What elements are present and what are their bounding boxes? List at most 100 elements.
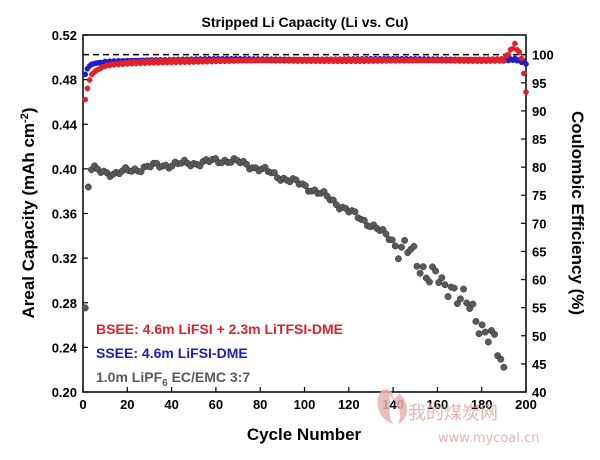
series-0-point-199 bbox=[523, 89, 529, 95]
series-2-point-102 bbox=[398, 243, 405, 251]
series-0-point-194 bbox=[512, 40, 518, 47]
series-2-point-113 bbox=[432, 267, 440, 275]
y-right-tick-label-9: 85 bbox=[532, 132, 546, 147]
x-axis-title: Cycle Number bbox=[247, 425, 362, 444]
series-2-point-111 bbox=[425, 278, 433, 286]
series-2-point-119 bbox=[450, 284, 458, 292]
series-2-point-90 bbox=[360, 216, 368, 224]
x-tick-label-3: 60 bbox=[209, 397, 223, 412]
series-2-point-109 bbox=[419, 263, 427, 271]
series-2-point-126 bbox=[472, 317, 480, 325]
series-2-point-106 bbox=[410, 242, 418, 250]
series-2-point-123 bbox=[463, 299, 471, 307]
series-0-point-191 bbox=[505, 51, 512, 58]
y-left-tick-label-0: 0.20 bbox=[52, 385, 77, 400]
y-right-tick-label-4: 60 bbox=[532, 273, 546, 288]
y-left-title-main: Areal Capacity (mAh cm bbox=[19, 123, 38, 319]
y-left-tick-label-6: 0.44 bbox=[52, 117, 78, 132]
legend-entry-lipf6: 1.0m LiPF6 EC/EMC 3:7 bbox=[96, 369, 250, 389]
series-2-point-103 bbox=[401, 236, 409, 244]
y-left-tick-label-7: 0.48 bbox=[52, 73, 77, 88]
y-right-tick-label-1: 45 bbox=[532, 357, 546, 372]
y-right-tick-label-8: 80 bbox=[532, 160, 546, 175]
y-left-title-end: ) bbox=[19, 107, 38, 113]
chart-title: Stripped Li Capacity (Li vs. Cu) bbox=[202, 14, 409, 30]
series-2-point-87 bbox=[351, 208, 359, 216]
y-right-tick-label-12: 100 bbox=[532, 48, 554, 63]
y-right-tick-label-6: 70 bbox=[532, 216, 546, 231]
series-2-point-135 bbox=[500, 363, 508, 371]
series-2-point-107 bbox=[413, 262, 421, 270]
series-2-point-122 bbox=[460, 285, 467, 293]
legend-lipf6-sub: 6 bbox=[162, 378, 168, 389]
series-2-point-121 bbox=[456, 295, 464, 303]
watermark-flame-icon bbox=[377, 389, 408, 424]
y-left-tick-label-2: 0.28 bbox=[52, 296, 77, 311]
series-0-point-0 bbox=[82, 96, 89, 103]
y-right-tick-label-10: 90 bbox=[532, 104, 546, 119]
y-right-tick-label-5: 65 bbox=[532, 244, 546, 259]
x-tick-label-1: 20 bbox=[120, 397, 134, 412]
series-2-point-52 bbox=[243, 160, 250, 168]
series-2-point-18 bbox=[137, 168, 145, 176]
series-2-point-108 bbox=[416, 269, 424, 277]
legend-lipf6-end: EC/EMC 3:7 bbox=[168, 369, 251, 385]
series-0-point-189 bbox=[501, 57, 507, 64]
series-2-point-97 bbox=[382, 230, 390, 238]
series-2-point-99 bbox=[388, 236, 396, 244]
series-2-point-117 bbox=[444, 293, 452, 300]
watermark: 我的煤炭网 www.mycoal.cn bbox=[377, 389, 539, 446]
x-tick-label-6: 120 bbox=[338, 397, 360, 412]
y-left-tick-label-3: 0.32 bbox=[52, 251, 77, 266]
series-2-point-116 bbox=[441, 281, 449, 289]
watermark-url: www.mycoal.cn bbox=[438, 431, 539, 446]
x-tick-label-5: 100 bbox=[294, 397, 316, 412]
y-left-tick-label-8: 0.52 bbox=[52, 28, 77, 43]
series-2-point-71 bbox=[301, 182, 309, 190]
axes-layer: 0 20 40 60 80 100 120 140 160 180 2000.200.240.280… bbox=[52, 28, 554, 412]
series-2-point-129 bbox=[481, 328, 489, 336]
series-2-point-125 bbox=[469, 300, 477, 308]
x-tick-label-0: 0 bbox=[79, 397, 86, 412]
y-right-tick-label-2: 50 bbox=[532, 329, 546, 344]
y-left-tick-label-5: 0.40 bbox=[52, 162, 77, 177]
series-2-point-1 bbox=[84, 183, 92, 191]
series-1-point-199 bbox=[523, 61, 529, 67]
plot-frame bbox=[82, 34, 527, 393]
series-2-point-101 bbox=[394, 255, 402, 263]
y-left-axis-title: Areal Capacity (mAh cm-2) bbox=[19, 107, 38, 318]
y-right-tick-label-0: 40 bbox=[532, 385, 546, 400]
x-tick-label-2: 40 bbox=[164, 397, 178, 412]
series-2-point-128 bbox=[478, 321, 486, 329]
series-0-point-198 bbox=[520, 70, 527, 77]
legend-entry-ssee: SSEE: 4.6m LiFSI-DME bbox=[96, 345, 248, 361]
legend-lipf6-main: 1.0m LiPF bbox=[96, 369, 163, 385]
series-0-point-1 bbox=[84, 85, 91, 92]
x-tick-label-9: 180 bbox=[471, 397, 493, 412]
x-tick-label-4: 80 bbox=[253, 397, 267, 412]
series-2-point-132 bbox=[491, 330, 498, 338]
series-2 bbox=[81, 155, 508, 371]
legend-entry-bsee: BSEE: 4.6m LiFSI + 2.3m LiTFSI-DME bbox=[96, 321, 343, 337]
y-right-tick-label-7: 75 bbox=[532, 188, 546, 203]
y-right-tick-label-3: 55 bbox=[532, 301, 546, 316]
series-layer bbox=[81, 40, 529, 371]
watermark-text: 我的煤炭网 bbox=[408, 403, 498, 424]
series-2-point-134 bbox=[497, 355, 505, 363]
series-0-point-196 bbox=[516, 49, 523, 56]
series-2-point-100 bbox=[391, 242, 399, 250]
y-left-tick-label-1: 0.24 bbox=[52, 340, 78, 355]
series-2-point-115 bbox=[438, 274, 446, 282]
series-2-point-127 bbox=[475, 330, 483, 338]
series-1-point-0 bbox=[82, 71, 89, 78]
series-0-point-197 bbox=[518, 55, 525, 62]
series-2-point-0 bbox=[81, 304, 89, 312]
series-0-point-2 bbox=[86, 77, 93, 83]
y-right-tick-label-11: 95 bbox=[532, 76, 546, 91]
series-0 bbox=[82, 40, 529, 103]
y-left-title-sup: -2 bbox=[19, 113, 31, 123]
series-2-point-61 bbox=[270, 169, 278, 177]
x-tick-label-10: 200 bbox=[515, 397, 537, 412]
series-2-point-130 bbox=[484, 338, 492, 346]
